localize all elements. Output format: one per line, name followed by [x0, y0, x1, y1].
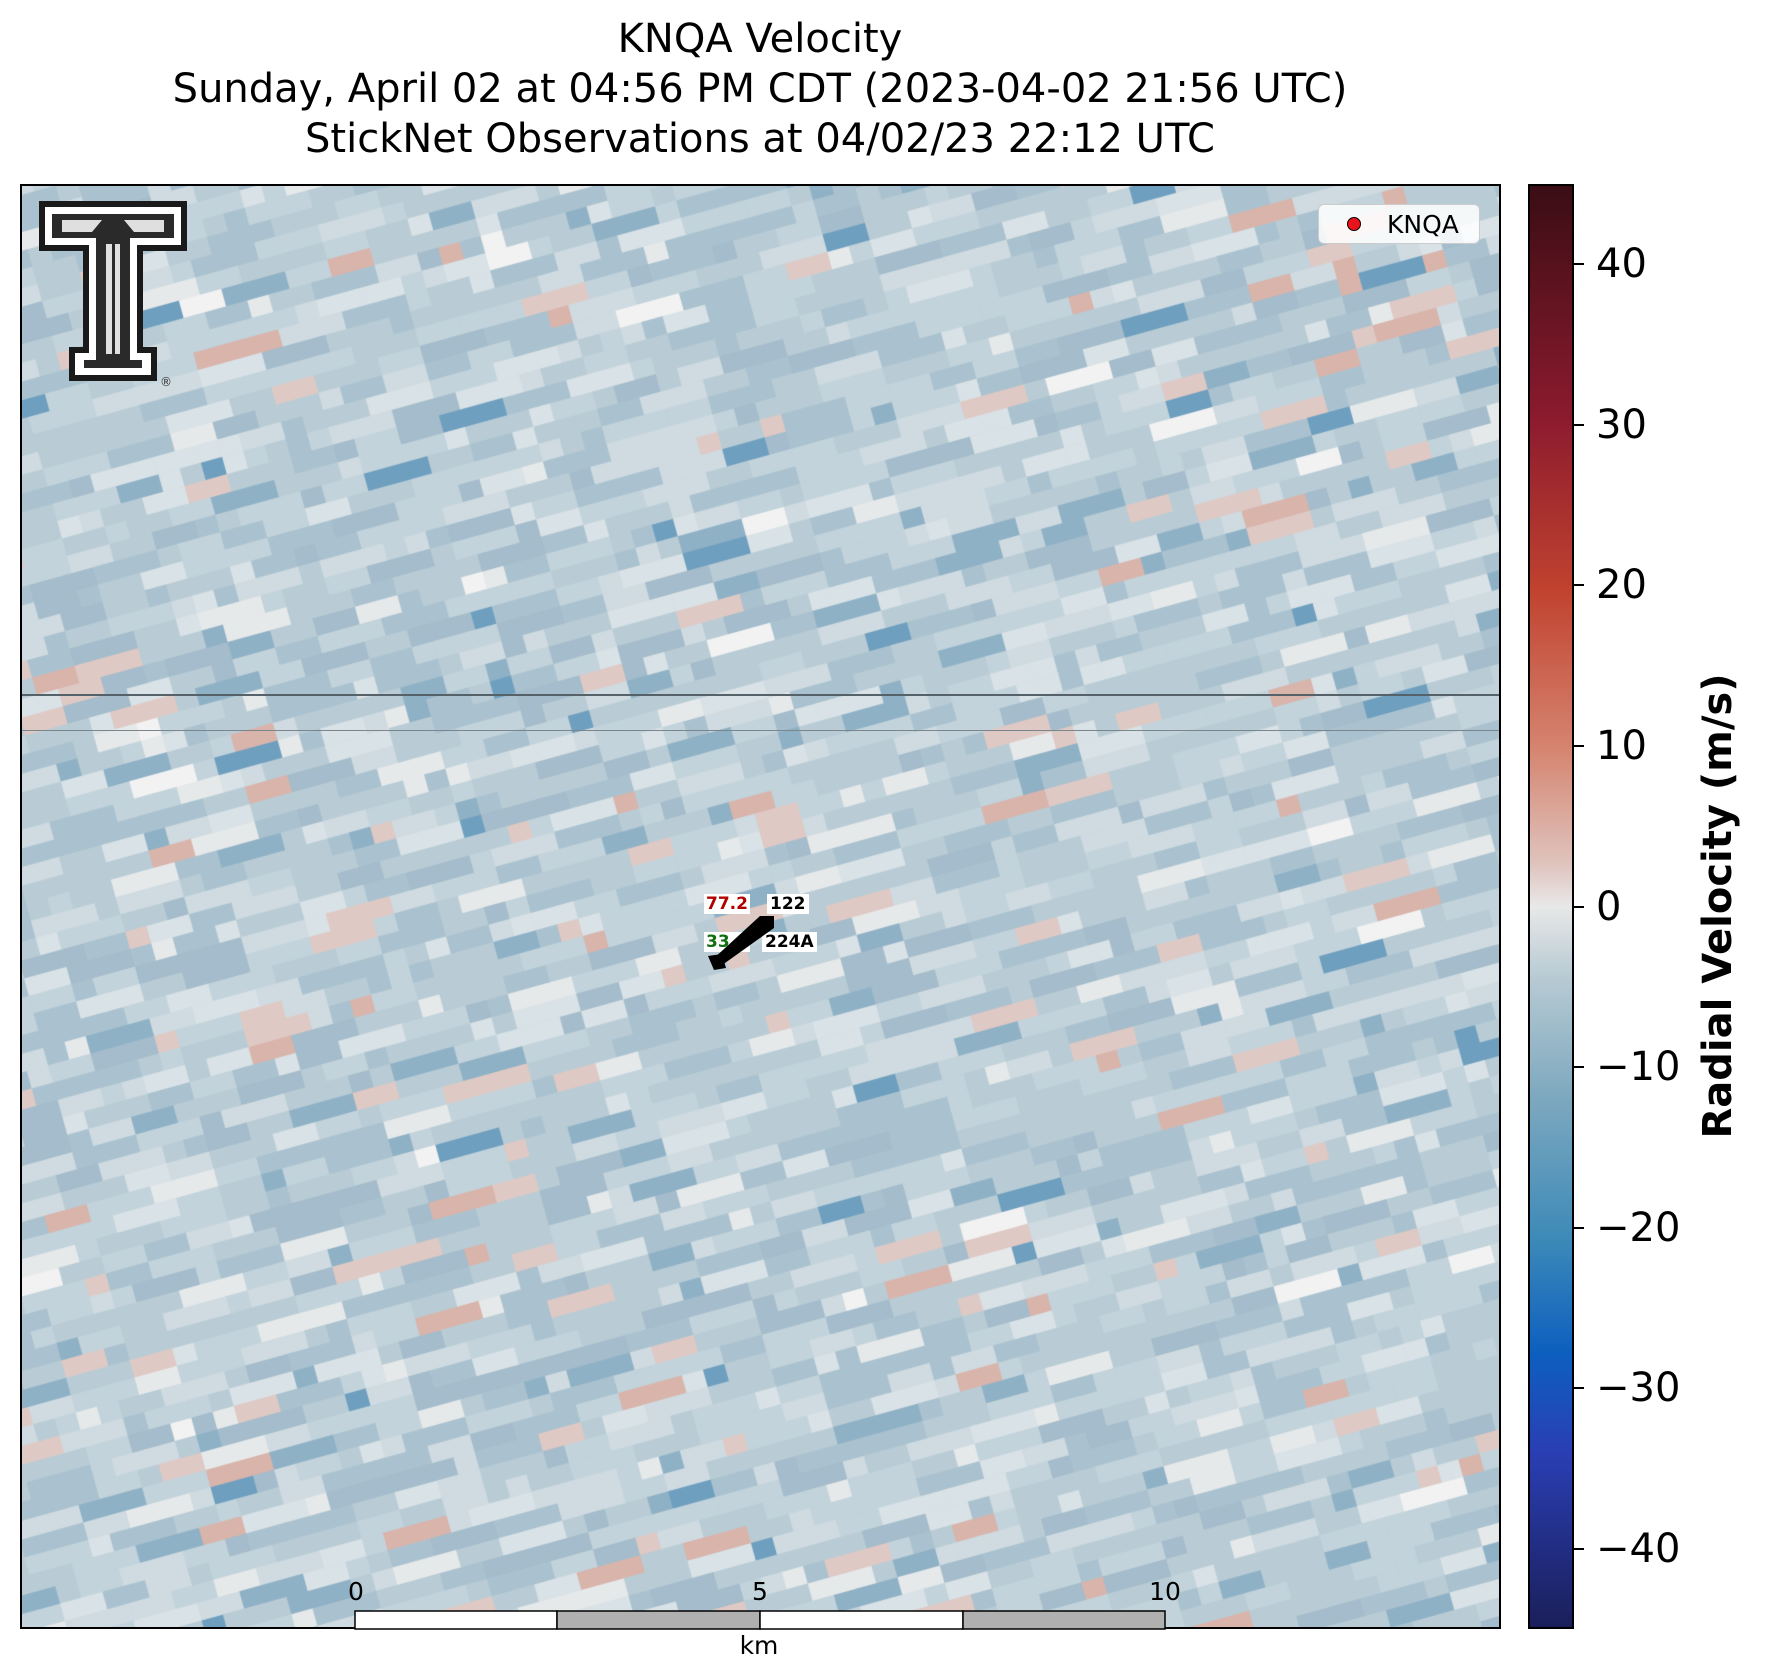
colorbar-tick: [1574, 1387, 1584, 1390]
colorbar-tick: [1574, 584, 1584, 587]
colorbar-title: Radial Velocity (m/s): [1695, 673, 1741, 1139]
colorbar-tick: [1574, 1066, 1584, 1069]
colorbar-tick-label: −10: [1596, 1044, 1681, 1091]
colorbar-tick: [1574, 744, 1584, 747]
colorbar-tick: [1574, 263, 1584, 266]
scale-bar: [354, 1610, 1166, 1630]
map-subtitle-time: Sunday, April 02 at 04:56 PM CDT (2023-0…: [172, 66, 1348, 112]
map-title: KNQA Velocity: [617, 16, 903, 62]
colorbar-tick-label: 20: [1596, 562, 1647, 609]
radar-map[interactable]: [20, 184, 1501, 1629]
radar-site-marker-icon: [1347, 217, 1361, 231]
colorbar-tick-label: 30: [1596, 401, 1647, 448]
velocity-field: [22, 186, 1499, 1627]
scale-tick: 0: [348, 1577, 364, 1606]
colorbar-tick: [1574, 1226, 1584, 1229]
colorbar-tick: [1574, 905, 1584, 908]
colorbar-tick-label: 40: [1596, 241, 1647, 288]
registered-mark: ®: [160, 375, 172, 389]
scale-tick: 10: [1149, 1577, 1181, 1606]
colorbar-tick-label: 10: [1596, 722, 1647, 769]
scale-unit: km: [739, 1631, 779, 1660]
county-boundary: [22, 730, 1499, 731]
station-value: 77.2: [704, 894, 750, 914]
colorbar-tick-label: −30: [1596, 1365, 1681, 1412]
county-boundary: [22, 694, 1499, 696]
legend-label: KNQA: [1387, 210, 1459, 239]
texas-tech-logo-icon: ®: [39, 201, 187, 389]
colorbar-tick-label: 0: [1596, 883, 1622, 930]
colorbar-tick-label: −20: [1596, 1204, 1681, 1251]
colorbar-tick: [1574, 1547, 1584, 1550]
colorbar: [1528, 184, 1574, 1629]
map-legend: KNQA: [1318, 204, 1480, 244]
station-id: 122: [767, 894, 809, 914]
map-subtitle-obs: StickNet Observations at 04/02/23 22:12 …: [305, 116, 1215, 162]
scale-tick: 5: [752, 1577, 768, 1606]
station-id: 224A: [762, 932, 817, 952]
colorbar-tick: [1574, 423, 1584, 426]
colorbar-tick-label: −40: [1596, 1525, 1681, 1572]
wind-barb-icon: [708, 916, 774, 970]
